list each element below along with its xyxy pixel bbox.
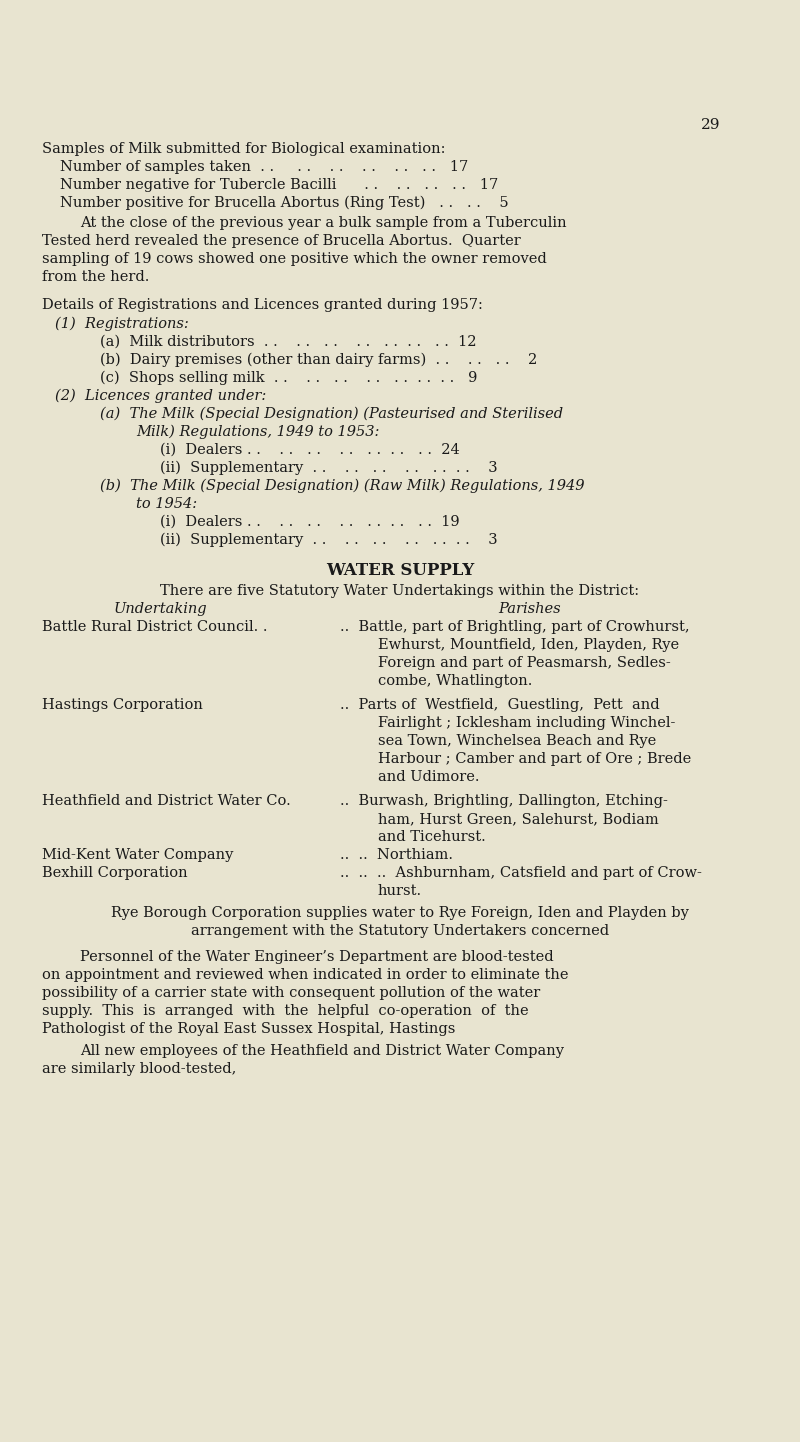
- Text: At the close of the previous year a bulk sample from a Tuberculin: At the close of the previous year a bulk…: [80, 216, 566, 231]
- Text: ..  ..  ..  Ashburnham, Catsfield and part of Crow-: .. .. .. Ashburnham, Catsfield and part …: [340, 867, 702, 880]
- Text: Samples of Milk submitted for Biological examination:: Samples of Milk submitted for Biological…: [42, 141, 446, 156]
- Text: 29: 29: [701, 118, 720, 133]
- Text: ..  ..  Northiam.: .. .. Northiam.: [340, 848, 453, 862]
- Text: WATER SUPPLY: WATER SUPPLY: [326, 562, 474, 580]
- Text: Battle Rural District Council. .: Battle Rural District Council. .: [42, 620, 267, 634]
- Text: (i)  Dealers . .    . .   . .    . .   . .  . .   . .  24: (i) Dealers . . . . . . . . . . . . . . …: [160, 443, 460, 457]
- Text: Heathfield and District Water Co.: Heathfield and District Water Co.: [42, 795, 290, 808]
- Text: (i)  Dealers . .    . .   . .    . .   . .  . .   . .  19: (i) Dealers . . . . . . . . . . . . . . …: [160, 515, 460, 529]
- Text: Fairlight ; Icklesham including Winchel-: Fairlight ; Icklesham including Winchel-: [378, 717, 675, 730]
- Text: Parishes: Parishes: [498, 601, 562, 616]
- Text: (ii)  Supplementary  . .    . .   . .    . .   . .  . .    3: (ii) Supplementary . . . . . . . . . . .…: [160, 461, 498, 476]
- Text: There are five Statutory Water Undertakings within the District:: There are five Statutory Water Undertaki…: [161, 584, 639, 598]
- Text: are similarly blood-tested,: are similarly blood-tested,: [42, 1061, 236, 1076]
- Text: Hastings Corporation: Hastings Corporation: [42, 698, 203, 712]
- Text: Mid-Kent Water Company: Mid-Kent Water Company: [42, 848, 234, 862]
- Text: Tested herd revealed the presence of Brucella Abortus.  Quarter: Tested herd revealed the presence of Bru…: [42, 234, 521, 248]
- Text: possibility of a carrier state with consequent pollution of the water: possibility of a carrier state with cons…: [42, 986, 540, 999]
- Text: sea Town, Winchelsea Beach and Rye: sea Town, Winchelsea Beach and Rye: [378, 734, 656, 748]
- Text: to 1954:: to 1954:: [136, 497, 197, 510]
- Text: ..  Burwash, Brightling, Dallington, Etching-: .. Burwash, Brightling, Dallington, Etch…: [340, 795, 668, 808]
- Text: Number of samples taken  . .     . .    . .    . .    . .   . .   17: Number of samples taken . . . . . . . . …: [60, 160, 468, 174]
- Text: and Udimore.: and Udimore.: [378, 770, 479, 784]
- Text: Bexhill Corporation: Bexhill Corporation: [42, 867, 188, 880]
- Text: Number negative for Tubercle Bacilli      . .    . .   . .   . .   17: Number negative for Tubercle Bacilli . .…: [60, 177, 498, 192]
- Text: from the herd.: from the herd.: [42, 270, 150, 284]
- Text: Undertaking: Undertaking: [113, 601, 207, 616]
- Text: and Ticehurst.: and Ticehurst.: [378, 831, 486, 844]
- Text: sampling of 19 cows showed one positive which the owner removed: sampling of 19 cows showed one positive …: [42, 252, 546, 265]
- Text: (a)  The Milk (Special Designation) (Pasteurised and Sterilised: (a) The Milk (Special Designation) (Past…: [100, 407, 563, 421]
- Text: Ewhurst, Mountfield, Iden, Playden, Rye: Ewhurst, Mountfield, Iden, Playden, Rye: [378, 637, 679, 652]
- Text: (1)  Registrations:: (1) Registrations:: [55, 317, 189, 332]
- Text: Harbour ; Camber and part of Ore ; Brede: Harbour ; Camber and part of Ore ; Brede: [378, 751, 691, 766]
- Text: Rye Borough Corporation supplies water to Rye Foreign, Iden and Playden by: Rye Borough Corporation supplies water t…: [111, 906, 689, 920]
- Text: ham, Hurst Green, Salehurst, Bodiam: ham, Hurst Green, Salehurst, Bodiam: [378, 812, 658, 826]
- Text: (ii)  Supplementary  . .    . .   . .    . .   . .  . .    3: (ii) Supplementary . . . . . . . . . . .…: [160, 534, 498, 548]
- Text: (a)  Milk distributors  . .    . .   . .    . .   . .  . .   . .  12: (a) Milk distributors . . . . . . . . . …: [100, 335, 477, 349]
- Text: combe, Whatlington.: combe, Whatlington.: [378, 673, 532, 688]
- Text: arrangement with the Statutory Undertakers concerned: arrangement with the Statutory Undertake…: [191, 924, 609, 937]
- Text: on appointment and reviewed when indicated in order to eliminate the: on appointment and reviewed when indicat…: [42, 968, 569, 982]
- Text: Foreign and part of Peasmarsh, Sedles-: Foreign and part of Peasmarsh, Sedles-: [378, 656, 670, 671]
- Text: (b)  Dairy premises (other than dairy farms)  . .    . .   . .    2: (b) Dairy premises (other than dairy far…: [100, 353, 538, 368]
- Text: (2)  Licences granted under:: (2) Licences granted under:: [55, 389, 266, 404]
- Text: ..  Parts of  Westfield,  Guestling,  Pett  and: .. Parts of Westfield, Guestling, Pett a…: [340, 698, 660, 712]
- Text: (b)  The Milk (Special Designation) (Raw Milk) Regulations, 1949: (b) The Milk (Special Designation) (Raw …: [100, 479, 585, 493]
- Text: All new employees of the Heathfield and District Water Company: All new employees of the Heathfield and …: [80, 1044, 564, 1058]
- Text: Number positive for Brucella Abortus (Ring Test)   . .   . .    5: Number positive for Brucella Abortus (Ri…: [60, 196, 509, 211]
- Text: hurst.: hurst.: [378, 884, 422, 898]
- Text: ..  Battle, part of Brightling, part of Crowhurst,: .. Battle, part of Brightling, part of C…: [340, 620, 690, 634]
- Text: Personnel of the Water Engineer’s Department are blood-tested: Personnel of the Water Engineer’s Depart…: [80, 950, 554, 965]
- Text: Milk) Regulations, 1949 to 1953:: Milk) Regulations, 1949 to 1953:: [136, 425, 379, 440]
- Text: Details of Registrations and Licences granted during 1957:: Details of Registrations and Licences gr…: [42, 298, 483, 311]
- Text: (c)  Shops selling milk  . .    . .   . .    . .   . .  . .  . .   9: (c) Shops selling milk . . . . . . . . .…: [100, 371, 478, 385]
- Text: Pathologist of the Royal East Sussex Hospital, Hastings: Pathologist of the Royal East Sussex Hos…: [42, 1022, 455, 1035]
- Text: supply.  This  is  arranged  with  the  helpful  co-operation  of  the: supply. This is arranged with the helpfu…: [42, 1004, 529, 1018]
